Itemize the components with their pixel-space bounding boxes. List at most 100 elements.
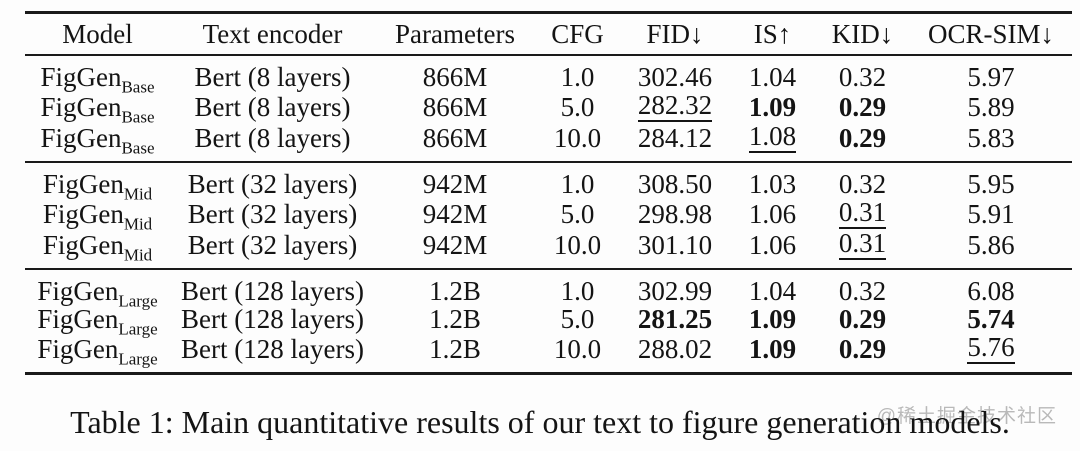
table-row: FigGenLarge Bert (128 layers) 1.2B 10.0 288.… — [25, 333, 1072, 374]
cell-model: FigGenLarge — [25, 269, 170, 309]
cell-ocr: 5.76 — [910, 333, 1072, 374]
cell-ocr: 5.83 — [910, 122, 1072, 162]
cell-model: FigGenBase — [25, 55, 170, 95]
header-row: Model Text encoder Parameters CFG FID↓ IS↑ KID… — [25, 13, 1072, 56]
cell-kid: 0.29 — [815, 305, 910, 333]
metric-value: 1.09 — [748, 304, 797, 334]
cell-params: 942M — [422, 198, 488, 229]
model-size-subscript: Mid — [123, 184, 153, 204]
metric-value: 5.91 — [967, 198, 1015, 229]
metric-value: 1.09 — [748, 333, 797, 364]
cell-fid: 298.98 — [620, 198, 730, 229]
table-row: FigGenBase Bert (8 layers) 866M 1.0 302.46 1.… — [25, 55, 1072, 95]
metric-value: 1.04 — [748, 276, 797, 306]
watermark-text: @稀土掘金技术社区 — [876, 406, 1057, 427]
model-size-subscript: Base — [121, 77, 155, 97]
cell-params: 942M — [422, 229, 488, 260]
cell-cfg: 5.0 — [560, 91, 595, 122]
cell-fid: 284.12 — [620, 122, 730, 162]
table-row: FigGenMid Bert (32 layers) 942M 1.0 308.50 1.… — [25, 162, 1072, 202]
cell-is: 1.06 — [730, 198, 815, 229]
metric-value: 1.09 — [748, 91, 797, 122]
cell-params: 866M — [422, 91, 488, 122]
metric-value: 5.95 — [967, 169, 1015, 199]
cell-encoder: Bert (128 layers) — [181, 276, 364, 306]
metric-value: 1.04 — [748, 62, 797, 92]
cell-params: 1.2B — [429, 304, 481, 334]
cell-is: 1.09 — [730, 305, 815, 333]
column-header-params: Parameters — [395, 19, 515, 49]
metric-value: 5.74 — [967, 304, 1015, 334]
cell-params: 866M — [422, 62, 488, 92]
cell-model: FigGenBase — [25, 122, 170, 162]
model-name: FigGen — [37, 333, 119, 364]
table-row: FigGenBase Bert (8 layers) 866M 5.0 282.32 1.… — [25, 90, 1072, 125]
cell-fid: 281.25 — [620, 305, 730, 333]
cell-encoder: Bert (8 layers) — [194, 122, 351, 153]
cell-is: 1.04 — [730, 269, 815, 305]
column-header-encoder: Text encoder — [202, 19, 343, 49]
cell-fid: 301.10 — [620, 229, 730, 269]
table-caption: Table 1: Main quantitative results of ou… — [70, 404, 1010, 440]
cell-kid: 0.32 — [815, 55, 910, 91]
cell-params: 942M — [422, 169, 488, 199]
cell-fid: 308.50 — [620, 162, 730, 198]
cell-model: FigGenLarge — [25, 333, 170, 374]
table-row: FigGenLarge Bert (128 layers) 1.2B 1.0 302.9… — [25, 269, 1072, 309]
metric-value: 5.89 — [967, 91, 1015, 122]
metric-value: 282.32 — [637, 90, 713, 122]
cell-ocr: 5.97 — [910, 55, 1072, 91]
column-header-ocr: OCR-SIM↓ — [927, 19, 1055, 49]
cell-ocr: 5.74 — [910, 305, 1072, 333]
metric-value: 1.03 — [748, 169, 797, 199]
model-size-subscript: Large — [118, 348, 158, 368]
cell-params: 1.2B — [429, 333, 481, 364]
table-row: FigGenMid Bert (32 layers) 942M 10.0 301.10 1… — [25, 229, 1072, 269]
metric-value: 5.83 — [967, 122, 1015, 153]
cell-is: 1.09 — [730, 91, 815, 122]
table-row: FigGenLarge Bert (128 layers) 1.2B 5.0 281.2… — [25, 304, 1072, 337]
cell-kid: 0.32 — [815, 269, 910, 305]
cell-fid: 302.99 — [620, 269, 730, 305]
metric-value: 288.02 — [637, 333, 713, 364]
model-name: FigGen — [42, 198, 124, 229]
cell-encoder: Bert (128 layers) — [181, 333, 364, 364]
cell-encoder: Bert (32 layers) — [187, 198, 358, 229]
cell-ocr: 6.08 — [910, 269, 1072, 305]
table-row: FigGenBase Bert (8 layers) 866M 10.0 284.12 1… — [25, 122, 1072, 162]
metric-value: 301.10 — [637, 229, 713, 260]
cell-fid: 288.02 — [620, 333, 730, 374]
column-header-fid: FID↓ — [646, 19, 704, 49]
metric-value: 302.46 — [637, 62, 713, 92]
model-name: FigGen — [40, 122, 122, 153]
column-header-kid: KID↓ — [831, 19, 894, 49]
column-header-cfg: CFG — [551, 19, 604, 49]
model-size-subscript: Large — [118, 291, 158, 311]
cell-cfg: 1.0 — [560, 276, 595, 306]
model-name: FigGen — [40, 91, 122, 122]
cell-is: 1.04 — [730, 55, 815, 91]
cell-is: 1.09 — [730, 333, 815, 374]
cell-params: 1.2B — [429, 276, 481, 306]
cell-encoder: Bert (128 layers) — [181, 304, 364, 334]
model-size-subscript: Mid — [123, 213, 153, 233]
table-group-base: FigGenBase Bert (8 layers) 866M 1.0 302.46 1.… — [25, 55, 1072, 162]
metric-value: 308.50 — [637, 169, 713, 199]
cell-is: 1.08 — [730, 122, 815, 162]
cell-model: FigGenLarge — [25, 304, 170, 337]
cell-encoder: Bert (32 layers) — [187, 169, 358, 199]
results-table-wrap: Model Text encoder Parameters CFG FID↓ IS↑ KID… — [25, 11, 1072, 375]
cell-encoder: Bert (32 layers) — [187, 229, 358, 260]
model-name: FigGen — [42, 169, 124, 199]
model-size-subscript: Mid — [123, 244, 153, 264]
cell-cfg: 5.0 — [560, 198, 595, 229]
metric-value: 1.06 — [748, 198, 797, 229]
metric-value: 0.32 — [838, 62, 887, 92]
cell-cfg: 10.0 — [553, 122, 602, 153]
cell-ocr: 5.91 — [910, 198, 1072, 229]
cell-encoder: Bert (8 layers) — [194, 91, 351, 122]
model-name: FigGen — [37, 304, 119, 334]
metric-value: 0.29 — [838, 91, 887, 122]
metric-value: 0.29 — [838, 304, 887, 334]
